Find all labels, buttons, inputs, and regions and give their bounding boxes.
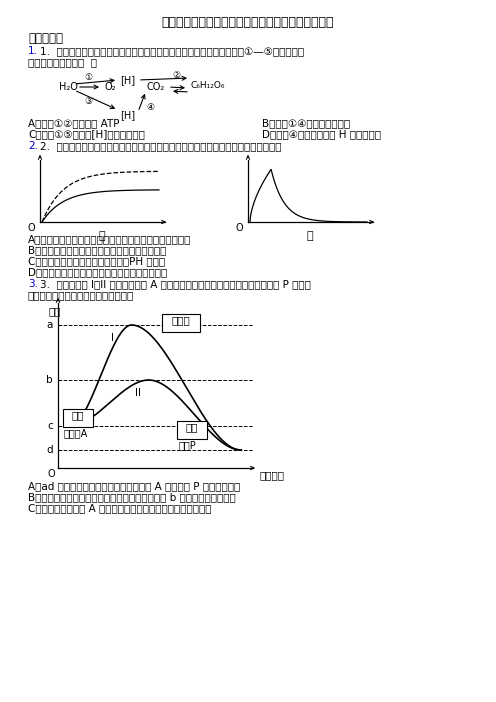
Text: A．过程①②都能合成 ATP: A．过程①②都能合成 ATP bbox=[28, 118, 120, 128]
Text: H₂O: H₂O bbox=[59, 82, 77, 92]
Text: 3.  下图中曲线 I、II 分别表示物质 A 在无如化剑条件和有酵如化条件下生成物质 P 所需能: 3. 下图中曲线 I、II 分别表示物质 A 在无如化剑条件和有酵如化条件下生成… bbox=[40, 279, 311, 289]
Text: d: d bbox=[46, 445, 53, 455]
Text: C₆H₁₂O₆: C₆H₁₂O₆ bbox=[191, 81, 225, 89]
Text: D．过程④产生的水中的 H 还来自于水: D．过程④产生的水中的 H 还来自于水 bbox=[262, 129, 381, 139]
Text: 2.  下图甲、乙分别表示在不同条件下酶促反应中有关物质的变化，下列叙述正确的是: 2. 下图甲、乙分别表示在不同条件下酶促反应中有关物质的变化，下列叙述正确的是 bbox=[40, 141, 282, 151]
FancyBboxPatch shape bbox=[162, 314, 200, 332]
Text: B．若将酵如化改为无机厂如化剑如化该反应，则 b 在纵轴上将向下移动: B．若将酵如化改为无机厂如化剑如化该反应，则 b 在纵轴上将向下移动 bbox=[28, 492, 236, 502]
Text: C．过程①⑤产生的[H]不是同一物质: C．过程①⑤产生的[H]不是同一物质 bbox=[28, 129, 145, 139]
Text: a: a bbox=[47, 320, 53, 330]
Text: O₂: O₂ bbox=[104, 82, 116, 92]
Text: 乙: 乙 bbox=[307, 231, 313, 241]
Text: D．图乙能用来表示生成物浓度与反应时间的关系: D．图乙能用来表示生成物浓度与反应时间的关系 bbox=[28, 267, 167, 277]
Text: B．图甲中虚线、实线可表示酶的作用具有专一性: B．图甲中虚线、实线可表示酶的作用具有专一性 bbox=[28, 245, 166, 255]
Text: O: O bbox=[48, 469, 55, 479]
Text: ②: ② bbox=[172, 70, 180, 79]
FancyBboxPatch shape bbox=[63, 409, 93, 427]
Text: ④: ④ bbox=[146, 103, 154, 112]
Text: 能量: 能量 bbox=[49, 306, 61, 316]
Text: 1.: 1. bbox=[28, 46, 38, 56]
Text: c: c bbox=[47, 421, 53, 431]
Text: b: b bbox=[46, 375, 53, 385]
Text: C．图乙能用来表示酶活性与温度、PH 的关系: C．图乙能用来表示酶活性与温度、PH 的关系 bbox=[28, 256, 165, 266]
FancyBboxPatch shape bbox=[177, 421, 207, 439]
Text: 活化态: 活化态 bbox=[172, 315, 190, 325]
Text: 量的变化过程，下列相关叙述正确的是: 量的变化过程，下列相关叙述正确的是 bbox=[28, 290, 134, 300]
Text: O: O bbox=[27, 223, 35, 233]
Text: 3.: 3. bbox=[28, 279, 38, 289]
Text: 相关叙述错误的是（  ）: 相关叙述错误的是（ ） bbox=[28, 57, 97, 67]
Text: ③: ③ bbox=[84, 98, 92, 107]
Text: CO₂: CO₂ bbox=[147, 82, 165, 92]
Text: B．过程①④可以不同时进行: B．过程①④可以不同时进行 bbox=[262, 118, 350, 128]
Text: 2.: 2. bbox=[28, 141, 38, 151]
Text: 1.  图是水稻叶肉细胞光合作用与有氧呼吸过程中的物质变化图解，其中①—⑤表示过程，: 1. 图是水稻叶肉细胞光合作用与有氧呼吸过程中的物质变化图解，其中①—⑤表示过程… bbox=[40, 46, 304, 56]
Text: [H]: [H] bbox=[121, 75, 135, 85]
Text: [H]: [H] bbox=[121, 110, 135, 120]
Text: 终态: 终态 bbox=[186, 422, 198, 432]
Text: 反应过程: 反应过程 bbox=[260, 470, 285, 480]
Text: 一、选择题: 一、选择题 bbox=[28, 32, 63, 45]
Text: 甲: 甲 bbox=[99, 231, 105, 241]
Text: C．若仅增加反应物 A 的量，则图中曲线的原有形状均发生改变: C．若仅增加反应物 A 的量，则图中曲线的原有形状均发生改变 bbox=[28, 503, 211, 513]
Text: 反应物A: 反应物A bbox=[64, 428, 88, 438]
Text: O: O bbox=[236, 223, 243, 233]
Text: 初态: 初态 bbox=[72, 410, 84, 420]
Text: ①: ① bbox=[84, 74, 92, 83]
Text: A．图甲可表示酶量增加前后，生成物量与反应时间的关系: A．图甲可表示酶量增加前后，生成物量与反应时间的关系 bbox=[28, 234, 191, 244]
Text: II: II bbox=[135, 388, 141, 398]
Text: 产物P: 产物P bbox=[179, 440, 197, 450]
Text: A．ad 段表示在无如化剑的条件下，物质 A 生成物质 P 需要的活化能: A．ad 段表示在无如化剑的条件下，物质 A 生成物质 P 需要的活化能 bbox=[28, 481, 240, 491]
Text: I: I bbox=[111, 333, 114, 343]
Text: 河南省周口中英文学校高中生物必修一测试题及答案: 河南省周口中英文学校高中生物必修一测试题及答案 bbox=[162, 16, 334, 29]
